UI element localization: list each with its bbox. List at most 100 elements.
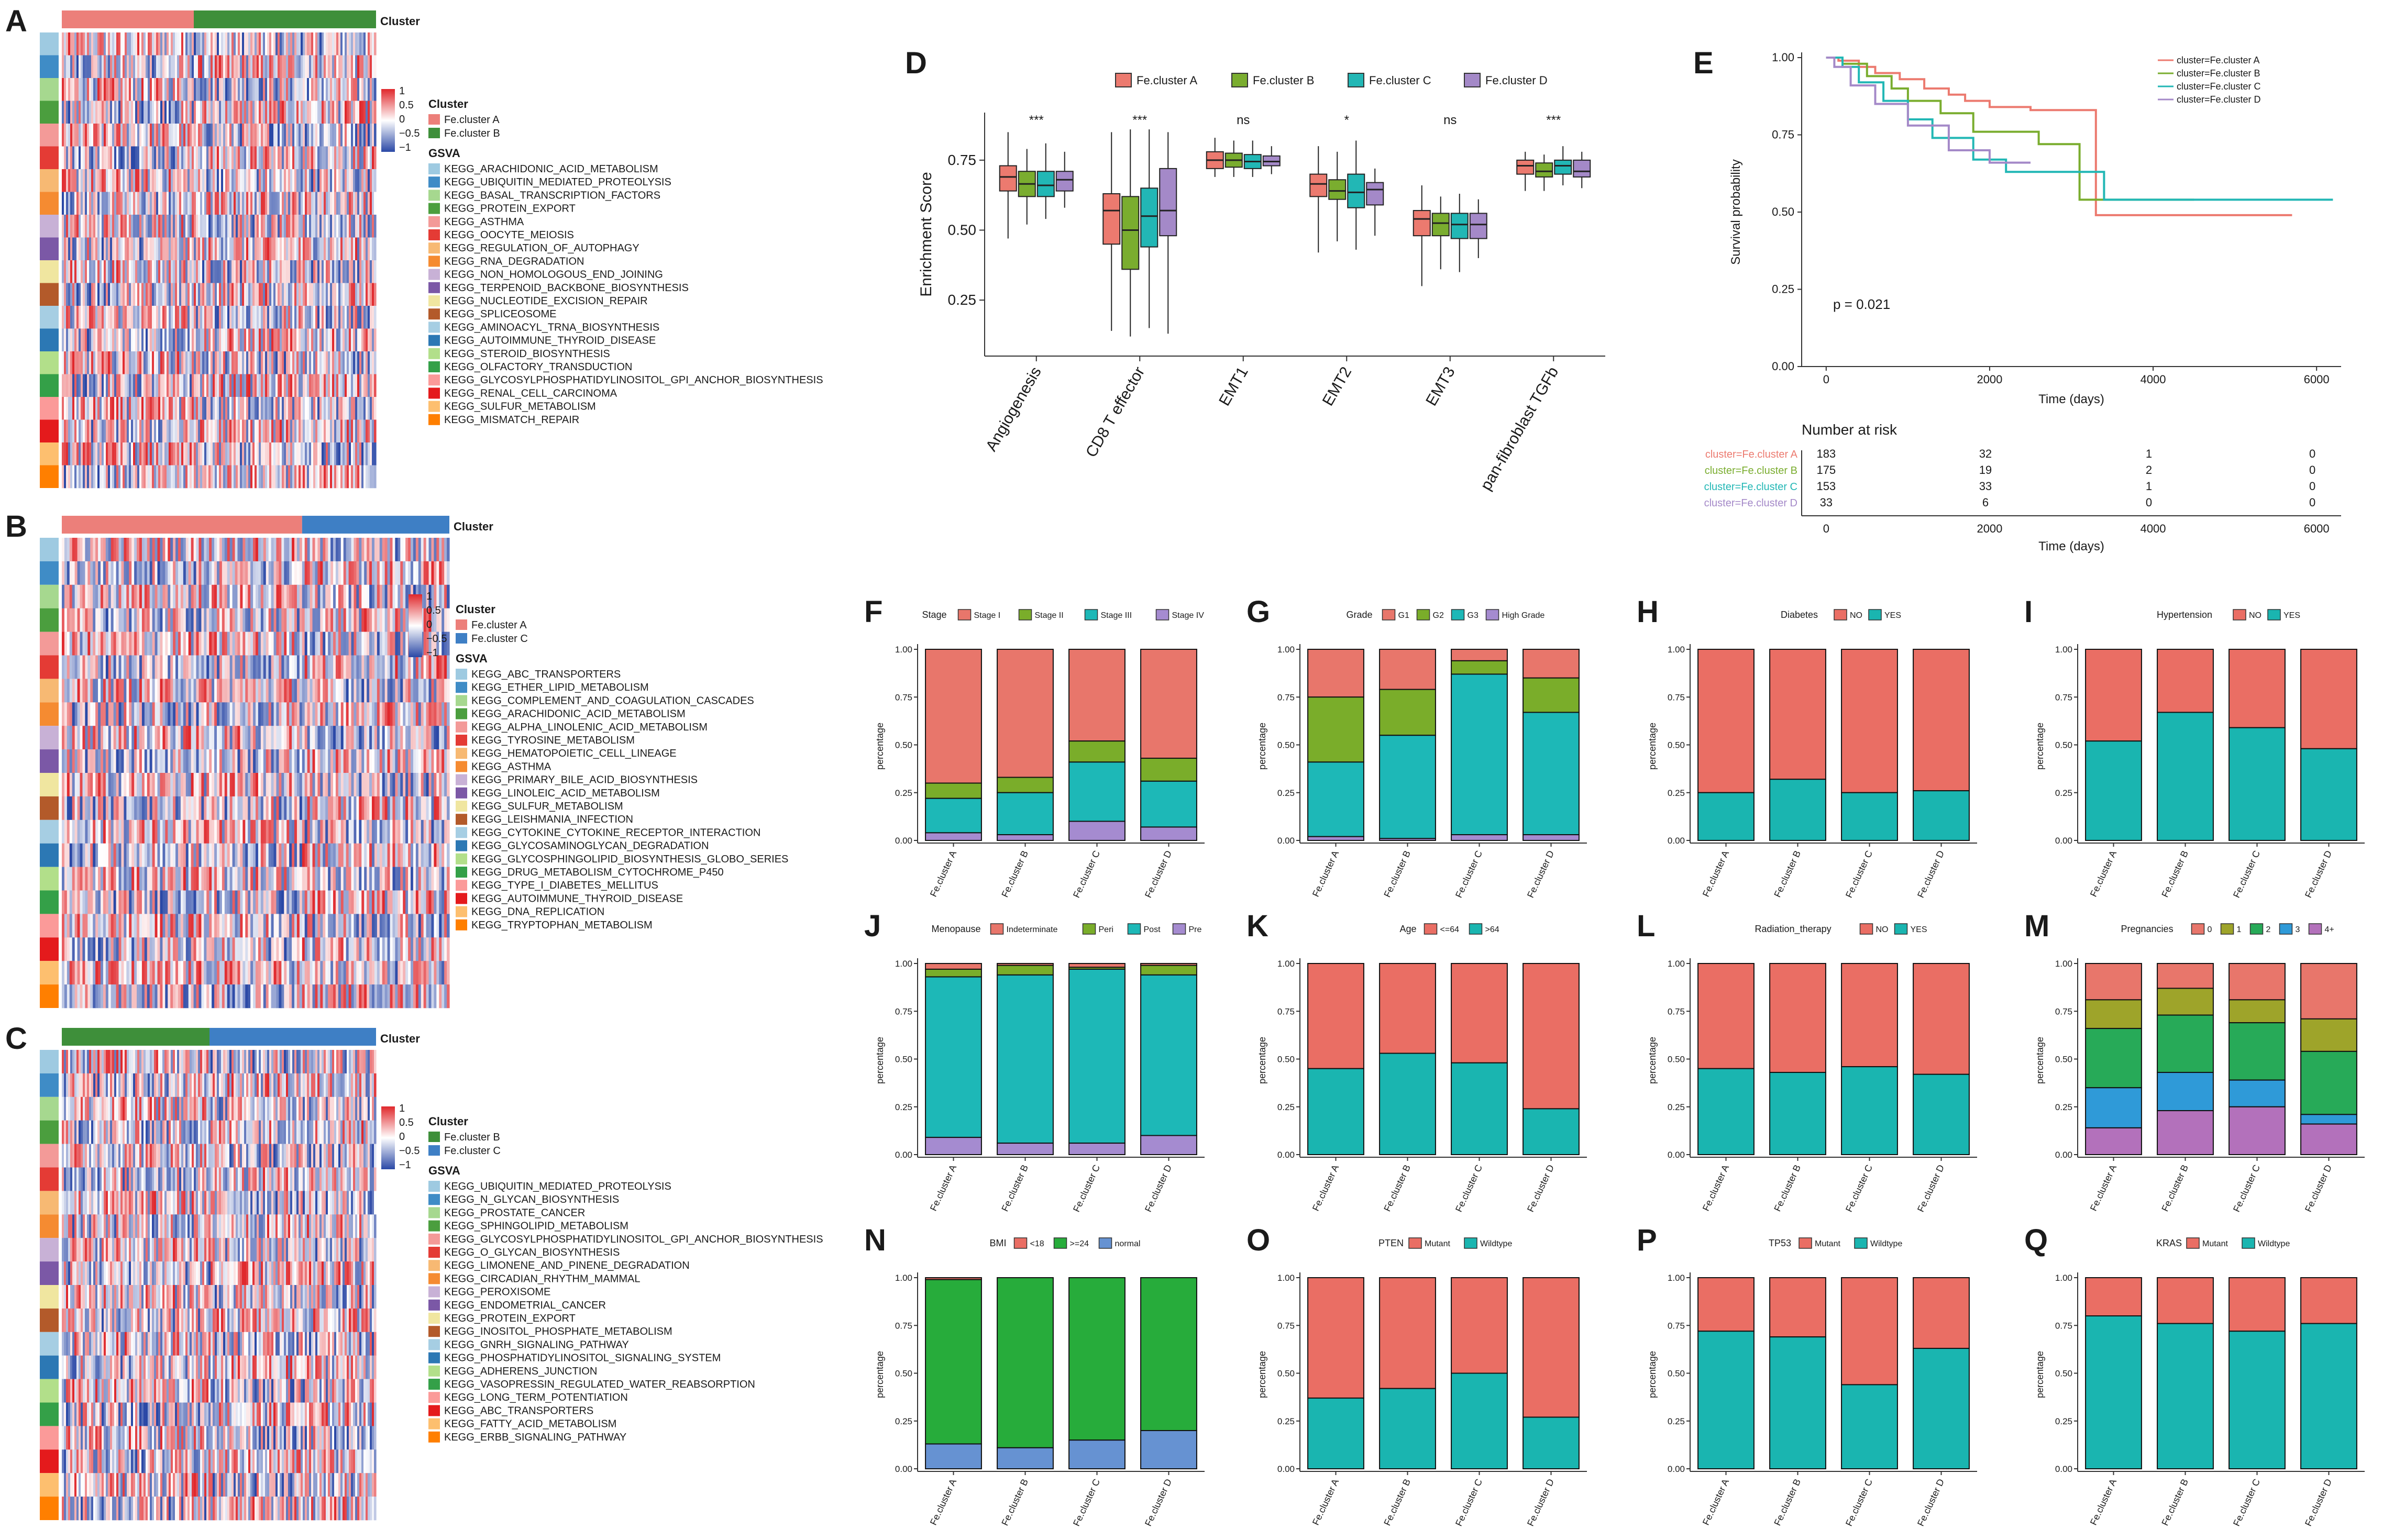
heatmap-cell — [141, 55, 144, 79]
heatmap-cell — [187, 192, 190, 215]
heatmap-cell — [196, 819, 200, 844]
heatmap-cell — [335, 608, 339, 632]
heatmap-cell — [217, 561, 220, 585]
heatmap-cell — [303, 374, 305, 397]
heatmap-cell — [231, 192, 234, 215]
heatmap-cell — [196, 215, 198, 238]
heatmap-cell — [93, 561, 96, 585]
heatmap-cell — [294, 306, 297, 329]
heatmap-cell — [405, 584, 409, 608]
heatmap-cell — [372, 78, 374, 101]
heatmap-cell — [162, 169, 165, 192]
heatmap-cell — [141, 169, 144, 192]
heatmap-cell — [157, 773, 161, 797]
heatmap-cell — [144, 631, 148, 656]
heatmap-cell — [248, 702, 251, 726]
heatmap-cell — [384, 773, 388, 797]
heatmap-cell — [175, 192, 178, 215]
heatmap-cell — [325, 538, 328, 562]
heatmap-cell — [93, 237, 96, 261]
heatmap-cell — [349, 215, 351, 238]
heatmap-cell — [405, 796, 409, 821]
heatmap-cell — [167, 55, 169, 79]
heatmap-cell — [263, 655, 267, 679]
gsva-legend-swatch — [428, 322, 440, 333]
heatmap-cell — [345, 169, 347, 192]
heatmap-cell — [225, 465, 228, 489]
heatmap-cell — [196, 419, 198, 443]
heatmap-cell — [137, 442, 140, 466]
heatmap-cell — [155, 561, 158, 585]
heatmap-cell — [280, 237, 282, 261]
heatmap-cell — [355, 397, 358, 420]
heatmap-cell — [200, 374, 203, 397]
heatmap-cell — [289, 631, 292, 656]
heatmap-cell — [284, 192, 286, 215]
heatmap-cell — [292, 55, 295, 79]
heatmap-cell — [147, 726, 150, 750]
heatmap-cell — [271, 169, 274, 192]
heatmap-cell — [158, 283, 161, 306]
heatmap-cell — [426, 702, 429, 726]
heatmap-cell — [282, 306, 284, 329]
heatmap-cell — [328, 465, 330, 489]
heatmap-cell — [330, 419, 333, 443]
heatmap-cell — [294, 215, 297, 238]
heatmap-cell — [173, 749, 176, 773]
heatmap-cell — [171, 237, 173, 261]
heatmap-cell — [192, 260, 194, 283]
heatmap-cell — [345, 419, 347, 443]
heatmap-cell — [330, 679, 334, 703]
heatmap-cell — [204, 442, 207, 466]
heatmap-cell — [343, 538, 347, 562]
heatmap-cell — [400, 726, 403, 750]
heatmap-cell — [137, 192, 140, 215]
heatmap-cell — [158, 328, 161, 352]
heatmap-cell — [317, 442, 320, 466]
heatmap-cell — [431, 561, 434, 585]
heatmap-cell — [224, 679, 228, 703]
heatmap-cell — [93, 584, 96, 608]
heatmap-cell — [82, 538, 85, 562]
heatmap-cell — [398, 726, 401, 750]
heatmap-cell — [76, 55, 79, 79]
heatmap-cell — [137, 726, 140, 750]
heatmap-cell — [296, 584, 300, 608]
heatmap-cell — [439, 773, 442, 797]
heatmap-cell — [157, 655, 161, 679]
heatmap-cell — [340, 442, 343, 466]
heatmap-cell — [152, 78, 155, 101]
heatmap-cell — [305, 351, 307, 374]
heatmap-cell — [196, 374, 198, 397]
heatmap-cell — [213, 169, 215, 192]
heatmap-cell — [149, 561, 153, 585]
heatmap-cell — [236, 419, 238, 443]
heatmap-cell — [290, 374, 293, 397]
heatmap-cell — [242, 608, 246, 632]
heatmap-cell — [400, 679, 403, 703]
heatmap-cell — [194, 237, 196, 261]
heatmap-cell — [198, 55, 201, 79]
heatmap-cell — [334, 442, 337, 466]
heatmap-cell — [147, 655, 150, 679]
heatmap-cell — [64, 465, 67, 489]
heatmap-cell — [76, 101, 79, 124]
heatmap-cell — [278, 146, 280, 170]
heatmap-cell — [286, 465, 289, 489]
heatmap-cell — [87, 419, 90, 443]
heatmap-cell — [146, 192, 148, 215]
heatmap-cell — [139, 374, 142, 397]
heatmap-cell — [319, 442, 322, 466]
heatmap-cell — [290, 328, 293, 352]
heatmap-cell — [246, 260, 249, 283]
cluster-annotation-bar — [62, 516, 302, 534]
heatmap-cell — [296, 306, 299, 329]
heatmap-cell — [347, 283, 349, 306]
heatmap-cell — [281, 749, 284, 773]
heatmap-cell — [326, 283, 328, 306]
heatmap-cell — [408, 702, 411, 726]
heatmap-cell — [359, 192, 362, 215]
heatmap-cell — [66, 283, 69, 306]
heatmap-cell — [326, 260, 328, 283]
heatmap-cell — [214, 749, 217, 773]
